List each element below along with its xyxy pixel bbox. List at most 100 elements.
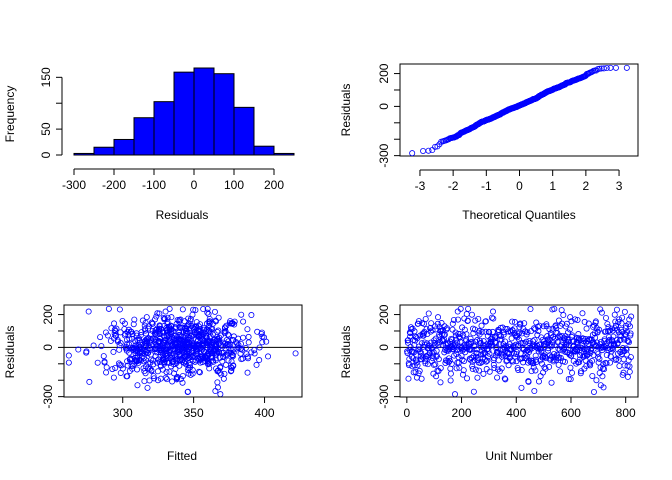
fitted-point — [154, 310, 161, 317]
fitted-point — [75, 346, 82, 353]
unit-point — [410, 349, 417, 356]
unit-point — [451, 391, 458, 398]
fitted-point — [166, 368, 173, 375]
fitted-point — [90, 342, 97, 349]
qq-y-axis: -300 0 200 — [377, 63, 401, 168]
unit-point — [486, 329, 493, 336]
fitted-x-tick-label: 350 — [184, 406, 204, 420]
fitted-point — [134, 354, 141, 361]
unit-point — [502, 376, 509, 383]
fitted-point — [223, 342, 230, 349]
fitted-point — [126, 341, 133, 348]
fitted-point — [225, 343, 232, 350]
unit-point — [525, 378, 532, 385]
unit-point — [623, 346, 630, 353]
unit-point — [495, 357, 502, 364]
unit-point — [585, 320, 592, 327]
fitted-point — [141, 378, 148, 385]
histogram-y-tick-label: 150 — [39, 67, 53, 87]
fitted-point — [112, 332, 119, 339]
fitted-point — [105, 305, 112, 312]
histogram-bar — [73, 152, 95, 156]
fitted-point — [173, 337, 180, 344]
fitted-point — [143, 342, 150, 349]
unit-point — [625, 338, 632, 345]
unit-point — [478, 322, 485, 329]
unit-point — [555, 361, 562, 368]
unit-point — [473, 350, 480, 357]
fitted-point — [116, 306, 123, 313]
fitted-point — [215, 327, 222, 334]
unit-point — [566, 342, 573, 349]
unit-point — [566, 351, 573, 358]
histogram-y-tick-label: 50 — [39, 122, 53, 136]
unit-point — [619, 345, 626, 352]
fitted-point — [108, 325, 115, 332]
unit-point — [531, 336, 538, 343]
qq-point — [607, 64, 614, 71]
unit-x-tick-label: 200 — [452, 406, 472, 420]
unit-point — [517, 340, 524, 347]
fitted-point — [169, 352, 176, 359]
fitted-point — [184, 336, 191, 343]
unit-point — [447, 377, 454, 384]
unit-point — [476, 367, 483, 374]
unit-point — [552, 322, 559, 329]
unit-point — [433, 347, 440, 354]
unit-x-tick-label: 800 — [616, 406, 636, 420]
fitted-point — [184, 322, 191, 329]
histogram-bar — [273, 152, 295, 156]
unit-point — [438, 320, 445, 327]
unit-point — [599, 373, 606, 380]
unit-point — [523, 338, 530, 345]
fitted-point — [177, 316, 184, 323]
fitted-point — [116, 346, 123, 353]
unit-point — [476, 328, 483, 335]
fitted-point — [203, 339, 210, 346]
fitted-point — [251, 347, 258, 354]
fitted-point — [153, 332, 160, 339]
unit-y-tick-label: 200 — [377, 304, 391, 324]
fitted-point — [100, 353, 107, 360]
fitted-point — [240, 318, 247, 325]
fitted-point — [118, 362, 125, 369]
fitted-point — [168, 333, 175, 340]
unit-point — [619, 314, 626, 321]
fitted-point — [98, 343, 105, 350]
unit-point — [414, 362, 421, 369]
unit-x-tick-label: 600 — [561, 406, 581, 420]
qq-y-label: Residuals — [339, 84, 353, 137]
fitted-point — [150, 373, 157, 380]
unit-point — [441, 331, 448, 338]
unit-point — [606, 333, 613, 340]
fitted-points — [65, 305, 299, 398]
unit-point — [434, 340, 441, 347]
unit-point — [600, 384, 607, 391]
fitted-point — [135, 359, 142, 366]
unit-point — [457, 305, 464, 312]
unit-point — [562, 348, 569, 355]
unit-point — [548, 379, 555, 386]
unit-point — [437, 365, 444, 372]
unit-point — [545, 345, 552, 352]
unit-point — [518, 367, 525, 374]
fitted-point — [156, 335, 163, 342]
unit-point — [407, 324, 414, 331]
fitted-point — [117, 340, 124, 347]
histogram-bars — [73, 67, 295, 156]
unit-point — [606, 336, 613, 343]
fitted-point — [189, 348, 196, 355]
fitted-point — [242, 345, 249, 352]
unit-point — [446, 357, 453, 364]
unit-point — [448, 360, 455, 367]
unit-point — [460, 367, 467, 374]
fitted-point — [124, 373, 131, 380]
fitted-point — [256, 344, 263, 351]
fitted-point — [154, 377, 161, 384]
unit-point — [540, 369, 547, 376]
unit-point — [598, 309, 605, 316]
fitted-point — [225, 331, 232, 338]
qq-y-tick-label: 0 — [377, 103, 391, 110]
fitted-point — [164, 314, 171, 321]
